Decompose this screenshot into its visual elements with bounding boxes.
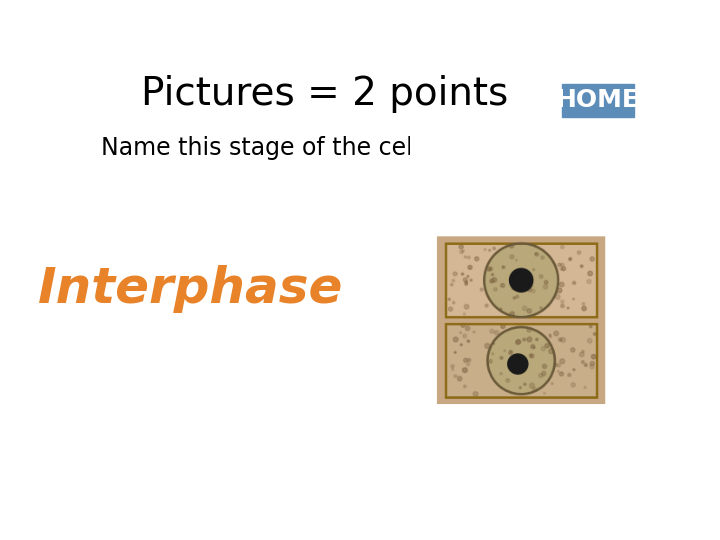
Text: Interphase: Interphase [37, 265, 343, 313]
FancyBboxPatch shape [562, 84, 634, 117]
Text: HOME: HOME [556, 88, 639, 112]
Text: Pictures = 2 points: Pictures = 2 points [140, 75, 508, 113]
Text: Name this stage of the cell cycle.: Name this stage of the cell cycle. [101, 136, 495, 160]
